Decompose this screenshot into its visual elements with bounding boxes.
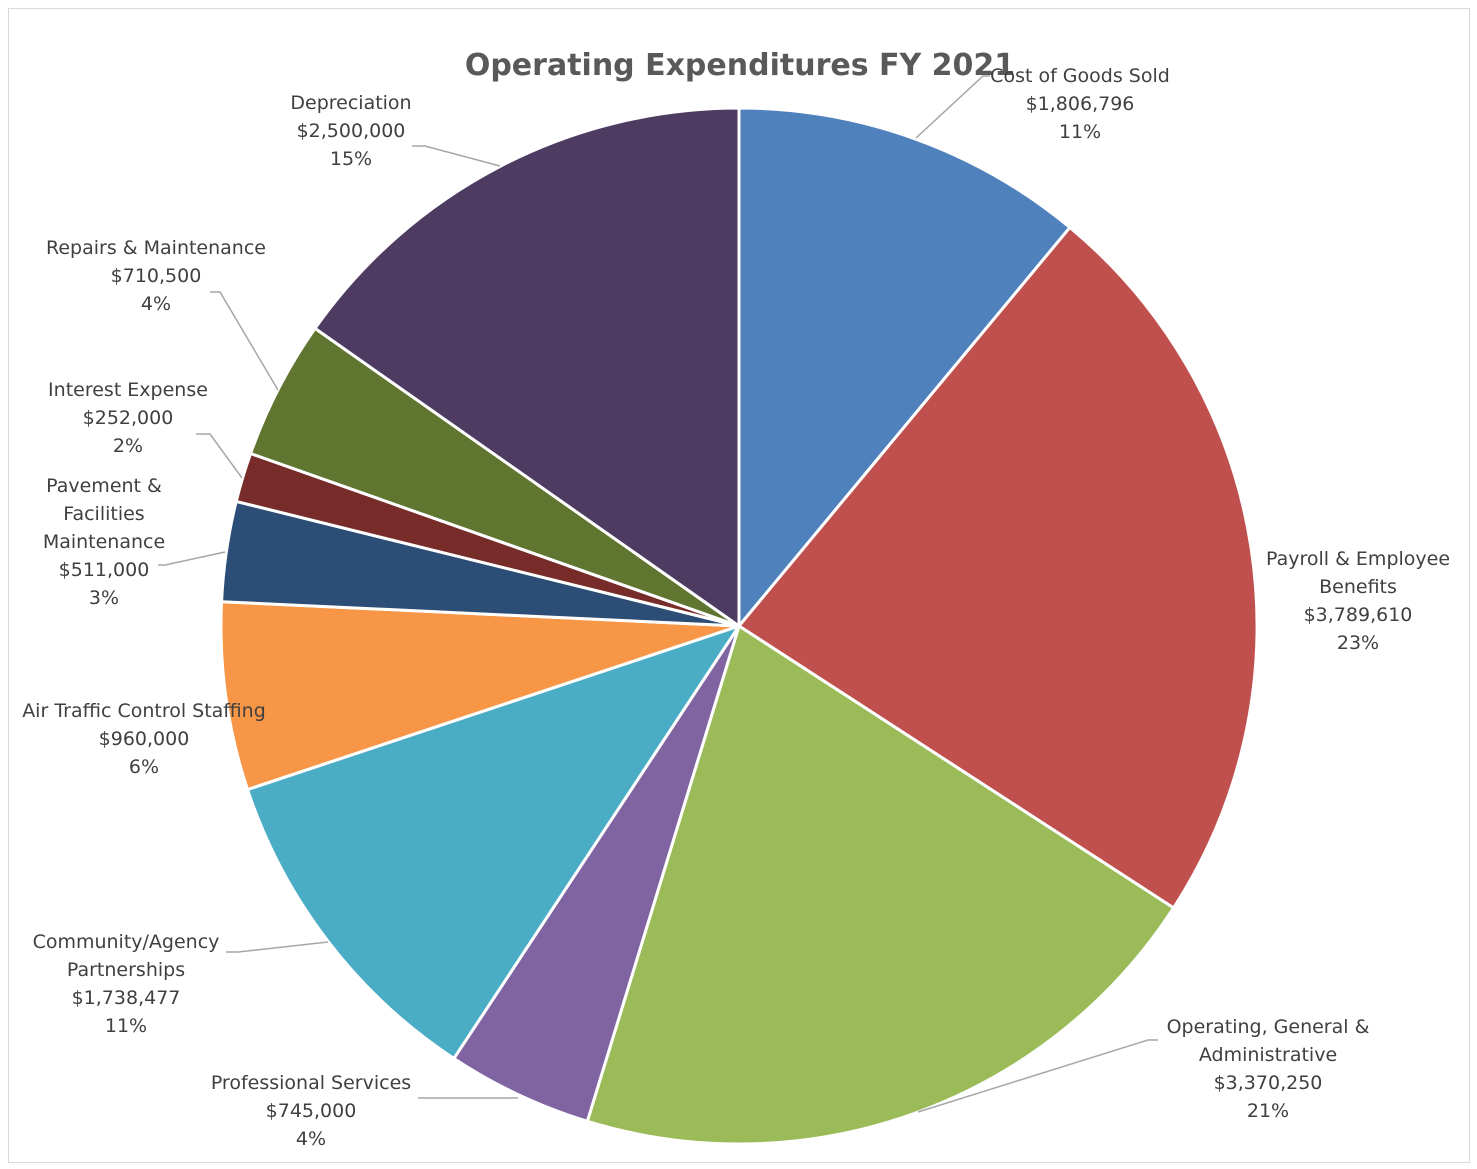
slice-label-4: Community/Agency Partnerships $1,738,477 11… bbox=[33, 931, 220, 1037]
slice-label-name: Partnerships bbox=[67, 959, 185, 981]
slice-label-name: Professional Services bbox=[211, 1072, 411, 1094]
slice-label-percent: 4% bbox=[296, 1128, 326, 1150]
slice-label-name: Cost of Goods Sold bbox=[990, 65, 1170, 87]
slice-label-3: Professional Services $745,000 4% bbox=[211, 1072, 411, 1150]
slice-label-percent: 4% bbox=[141, 293, 171, 315]
slice-label-name: Interest Expense bbox=[48, 379, 208, 401]
slice-label-value: $745,000 bbox=[266, 1100, 357, 1122]
slice-label-value: $710,500 bbox=[111, 265, 202, 287]
slice-label-8: Repairs & Maintenance $710,500 4% bbox=[46, 237, 266, 315]
slice-label-5: Air Traffic Control Staffing $960,000 6% bbox=[22, 700, 266, 778]
pie-slice-0 bbox=[737, 106, 1073, 631]
leader-line-2 bbox=[917, 1039, 1158, 1113]
slice-label-name: Maintenance bbox=[43, 531, 165, 553]
slice-label-value: $3,370,250 bbox=[1214, 1072, 1323, 1094]
slice-label-6: Pavement & Facilities Maintenance $511,000 3… bbox=[43, 475, 165, 609]
slice-label-value: $2,500,000 bbox=[297, 120, 406, 142]
slice-label-name: Operating, General & bbox=[1167, 1016, 1370, 1038]
slice-label-2: Operating, General & Administrative $3,370… bbox=[1167, 1016, 1370, 1122]
leader-line-7 bbox=[196, 433, 243, 479]
pie-slice-5 bbox=[219, 600, 740, 792]
slice-labels: Cost of Goods Sold $1,806,796 11% Payroll &… bbox=[22, 65, 1450, 1150]
leader-lines bbox=[158, 75, 1158, 1113]
slice-label-percent: 21% bbox=[1247, 1100, 1289, 1122]
leader-line-8 bbox=[210, 291, 279, 391]
slice-label-0: Cost of Goods Sold $1,806,796 11% bbox=[990, 65, 1170, 143]
slice-label-value: $511,000 bbox=[59, 559, 150, 581]
leader-line-4 bbox=[226, 941, 329, 953]
chart-frame bbox=[8, 8, 1470, 1163]
slice-label-name: Benefits bbox=[1319, 576, 1397, 598]
slice-label-value: $1,738,477 bbox=[72, 987, 181, 1009]
slice-label-name: Community/Agency bbox=[33, 931, 220, 953]
slice-label-percent: 11% bbox=[1059, 121, 1101, 143]
pie-slice-9 bbox=[312, 106, 741, 629]
slice-label-name: Payroll & Employee bbox=[1266, 548, 1450, 570]
slice-label-name: Facilities bbox=[63, 503, 144, 525]
slice-label-percent: 2% bbox=[113, 435, 143, 457]
pie-slices bbox=[219, 106, 1259, 1146]
slice-label-name: Depreciation bbox=[290, 92, 411, 114]
slice-label-value: $960,000 bbox=[99, 728, 190, 750]
slice-label-7: Interest Expense $252,000 2% bbox=[48, 379, 208, 457]
slice-label-name: Repairs & Maintenance bbox=[46, 237, 266, 259]
slice-label-percent: 3% bbox=[89, 587, 119, 609]
slice-label-percent: 11% bbox=[105, 1015, 147, 1037]
slice-label-name: Pavement & bbox=[46, 475, 162, 497]
slice-label-value: $252,000 bbox=[83, 407, 174, 429]
slice-label-name: Administrative bbox=[1199, 1044, 1337, 1066]
pie-slice-2 bbox=[585, 623, 1176, 1146]
pie-slice-1 bbox=[736, 225, 1259, 910]
slice-label-percent: 15% bbox=[330, 148, 372, 170]
slice-label-1: Payroll & Employee Benefits $3,789,610 23% bbox=[1266, 548, 1450, 654]
leader-line-0 bbox=[915, 75, 990, 139]
leader-line-6 bbox=[158, 551, 226, 566]
slice-label-percent: 23% bbox=[1337, 632, 1379, 654]
slice-label-name: Air Traffic Control Staffing bbox=[22, 700, 266, 722]
chart-title: Operating Expenditures FY 2021 bbox=[465, 48, 1015, 83]
slice-label-value: $1,806,796 bbox=[1026, 93, 1135, 115]
slice-label-percent: 6% bbox=[129, 756, 159, 778]
leader-line-9 bbox=[412, 145, 501, 167]
slice-label-9: Depreciation $2,500,000 15% bbox=[290, 92, 411, 170]
pie-slice-4 bbox=[245, 623, 743, 1061]
slice-label-value: $3,789,610 bbox=[1304, 604, 1413, 626]
